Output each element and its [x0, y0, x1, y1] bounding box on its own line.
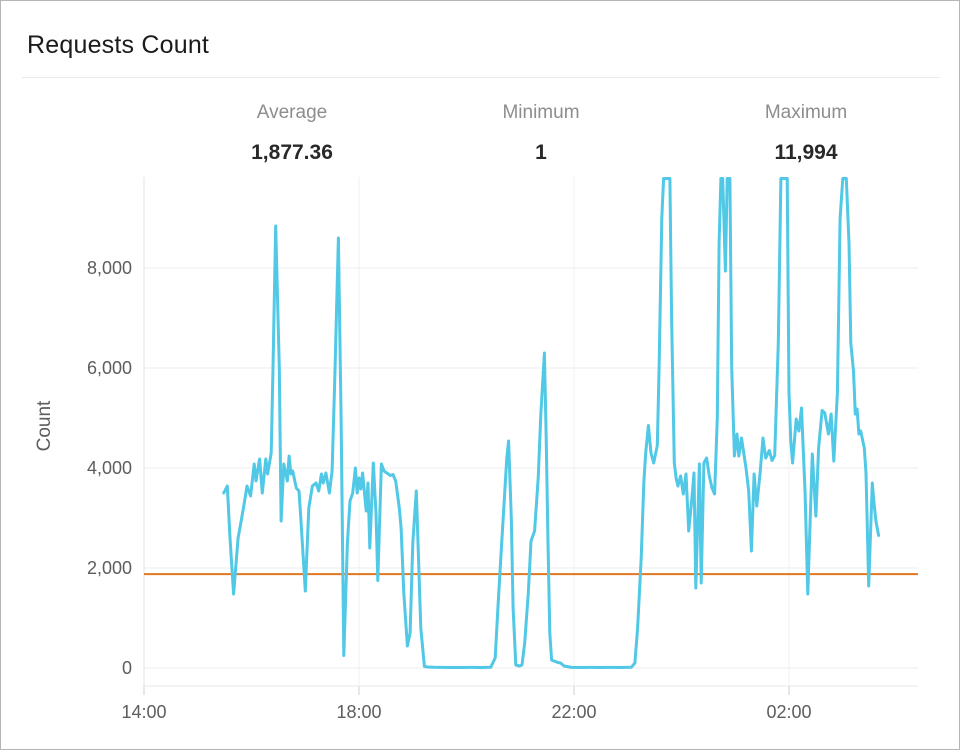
- x-tick-label: 18:00: [336, 702, 382, 722]
- stat-average: Average 1,877.36: [142, 102, 442, 165]
- stat-minimum: Minimum 1: [391, 102, 691, 165]
- y-tick-label: 4,000: [86, 458, 132, 478]
- stat-average-label: Average: [256, 102, 328, 123]
- stat-average-value: 1,877.36: [251, 141, 333, 164]
- x-tick-label: 22:00: [551, 702, 597, 722]
- stat-maximum-value: 11,994: [774, 141, 838, 164]
- y-tick-label: 0: [121, 658, 132, 678]
- stat-minimum-value: 1: [535, 141, 547, 164]
- y-tick-label: 8,000: [86, 258, 132, 278]
- title-divider: [22, 77, 940, 78]
- stat-maximum: Maximum 11,994: [656, 102, 956, 165]
- x-tick-label: 02:00: [766, 702, 812, 722]
- y-tick-label: 2,000: [86, 558, 132, 578]
- x-tick-label: 14:00: [121, 702, 167, 722]
- y-tick-label: 6,000: [86, 358, 132, 378]
- stat-maximum-label: Maximum: [764, 102, 848, 123]
- stat-minimum-label: Minimum: [502, 102, 580, 123]
- page-title: Requests Count: [27, 31, 210, 59]
- requests-count-line[interactable]: [222, 177, 881, 669]
